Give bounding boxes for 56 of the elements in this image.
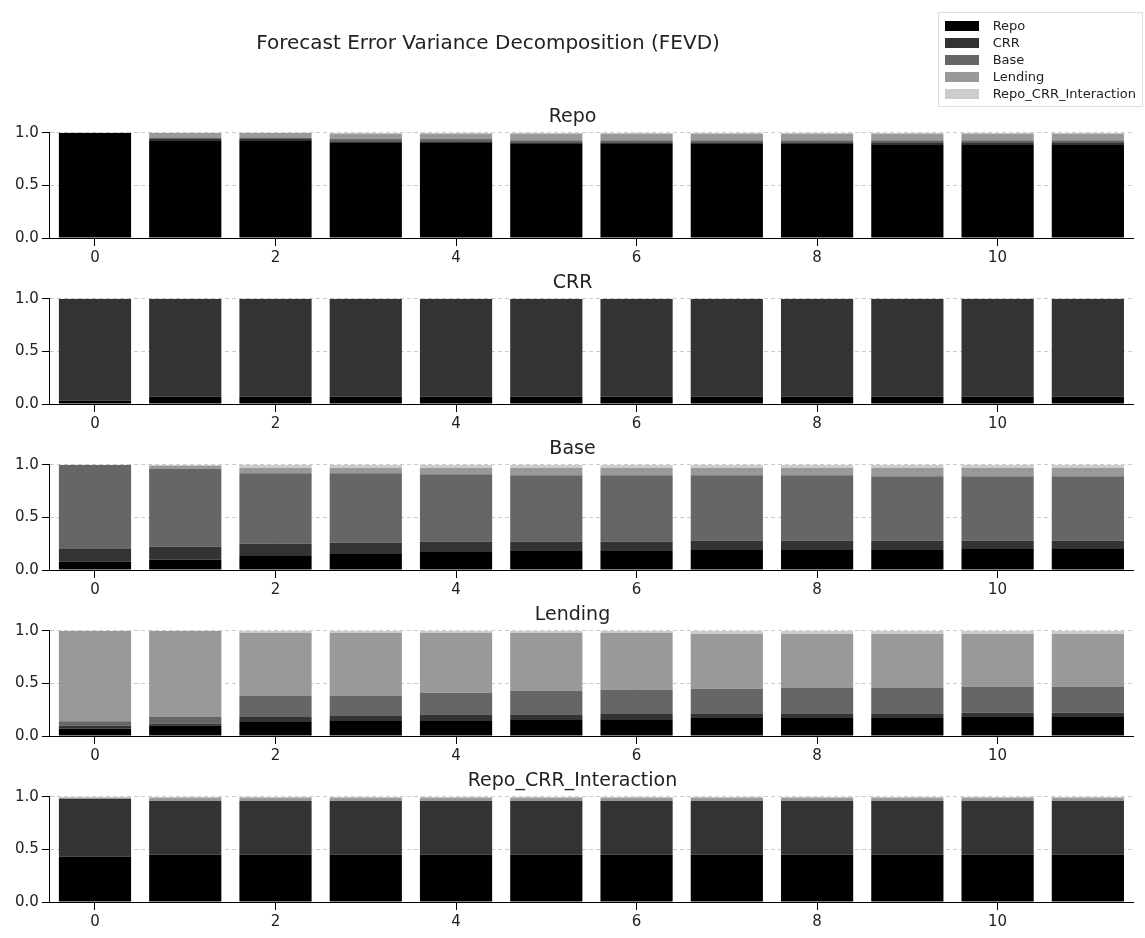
x-tick-label: 4 xyxy=(451,579,461,598)
x-tick-label: 10 xyxy=(988,911,1008,930)
x-tick-label: 10 xyxy=(988,413,1008,432)
y-tick-label: 0.0 xyxy=(15,559,39,578)
y-tick-label: 0.0 xyxy=(15,891,39,910)
chart-title: Repo xyxy=(548,104,597,127)
y-tick-label: 1.0 xyxy=(15,454,39,473)
y-tick-label: 1.0 xyxy=(15,786,39,805)
x-tick-label: 10 xyxy=(988,579,1008,598)
x-tick-label: 2 xyxy=(270,247,281,266)
x-tick-label: 4 xyxy=(451,745,461,764)
x-tick-label: 2 xyxy=(270,745,281,764)
legend-label: Repo xyxy=(992,18,1026,33)
y-tick-label: 0.5 xyxy=(15,673,39,692)
x-tick-label: 4 xyxy=(451,413,461,432)
x-tick-label: 0 xyxy=(90,579,100,598)
x-tick-label: 4 xyxy=(451,247,461,266)
x-tick-label: 0 xyxy=(90,911,100,930)
x-tick-label: 8 xyxy=(812,579,822,598)
x-tick-label: 8 xyxy=(812,745,822,764)
x-tick-label: 6 xyxy=(631,911,642,930)
chart-title: Base xyxy=(549,436,596,459)
text: Forecast Error Variance Decomposition (FEVD) xyxy=(255,30,721,54)
chart-title: Lending xyxy=(534,602,611,625)
x-tick-label: 8 xyxy=(812,247,822,266)
y-tick-label: 0.5 xyxy=(15,175,39,194)
y-tick-label: 1.0 xyxy=(15,122,39,141)
legend-label: Repo_CRR_Interaction xyxy=(992,86,1136,101)
x-tick-label: 10 xyxy=(988,745,1008,764)
x-tick-label: 4 xyxy=(451,911,461,930)
x-tick-label: 8 xyxy=(812,911,822,930)
y-tick-label: 1.0 xyxy=(15,620,39,639)
x-tick-label: 2 xyxy=(270,579,281,598)
y-tick-label: 0.5 xyxy=(15,839,39,858)
legend-label: Lending xyxy=(992,69,1045,84)
x-tick-label: 6 xyxy=(631,579,642,598)
chart-title: Repo_CRR_Interaction xyxy=(467,768,678,792)
x-tick-label: 2 xyxy=(270,911,281,930)
y-tick-label: 0.5 xyxy=(15,507,39,526)
y-tick-label: 0.0 xyxy=(15,227,39,246)
x-tick-label: 6 xyxy=(631,413,642,432)
legend-label: Base xyxy=(992,52,1025,67)
chart-title: CRR xyxy=(552,270,593,293)
x-tick-label: 0 xyxy=(90,247,100,266)
y-tick-label: 0.0 xyxy=(15,725,39,744)
x-tick-label: 0 xyxy=(90,745,100,764)
x-tick-label: 8 xyxy=(812,413,822,432)
x-tick-label: 6 xyxy=(631,745,642,764)
y-tick-label: 0.5 xyxy=(15,341,39,360)
x-tick-label: 0 xyxy=(90,413,100,432)
x-tick-label: 2 xyxy=(270,413,281,432)
y-tick-label: 1.0 xyxy=(15,288,39,307)
x-tick-label: 6 xyxy=(631,247,642,266)
x-tick-label: 10 xyxy=(988,247,1008,266)
y-tick-label: 0.0 xyxy=(15,393,39,412)
legend-label: CRR xyxy=(992,35,1020,50)
